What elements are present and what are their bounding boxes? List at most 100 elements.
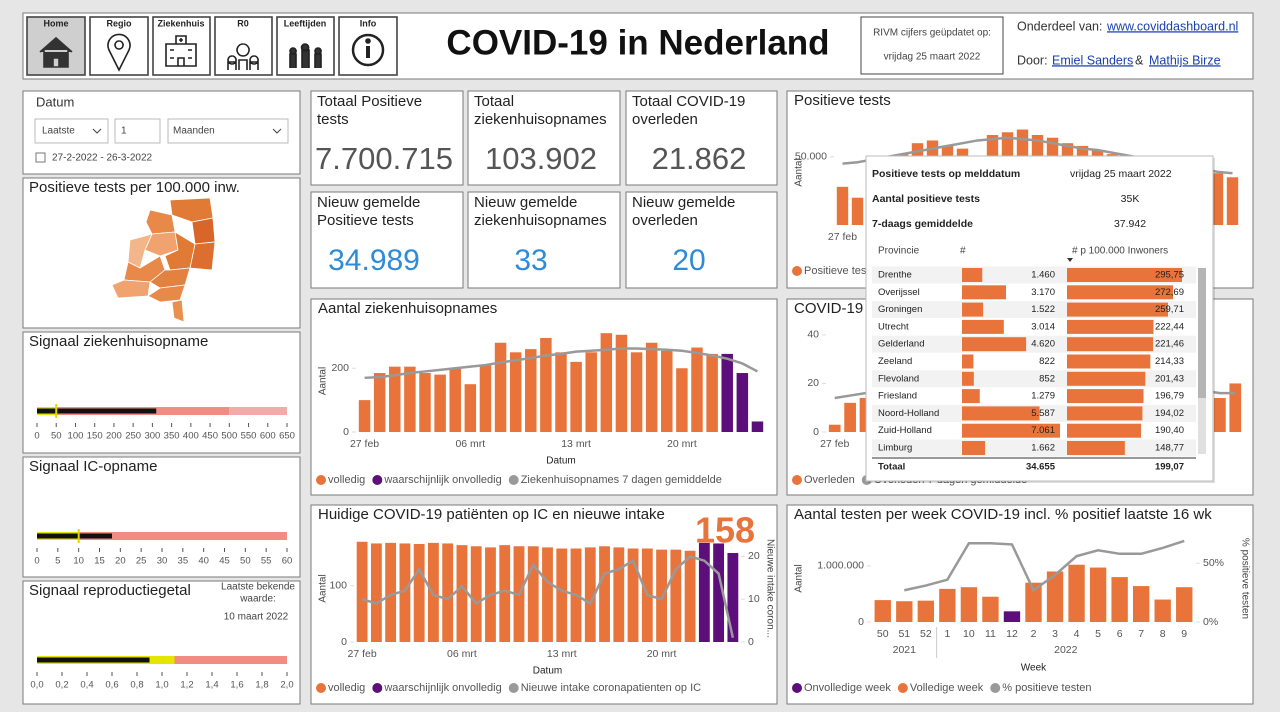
filter-mode: Laatste — [42, 126, 75, 137]
hospital-icon — [165, 35, 197, 67]
filter-label: Datum — [36, 94, 74, 109]
legend-marker — [372, 475, 383, 485]
author-link[interactable]: Mathijs Birze — [1149, 53, 1221, 67]
tooltip-stat-value: 37.942 — [1114, 218, 1146, 230]
kpi-label: tests — [317, 111, 349, 128]
bar — [713, 543, 725, 642]
bar — [509, 352, 522, 432]
info-icon — [351, 33, 385, 67]
x-tick-label: 10 — [963, 628, 975, 640]
x-axis-label: Datum — [533, 666, 562, 677]
signal-date: 10 maart 2022 — [224, 612, 289, 623]
x-tick-label: 11 — [985, 628, 996, 640]
y-tick-label: 40 — [807, 329, 819, 341]
legend-label: waarschijnlijk onvolledig — [383, 682, 501, 694]
bar — [1154, 599, 1171, 622]
nav-button[interactable] — [89, 16, 149, 76]
x-tick-label: 1,8 — [255, 680, 268, 691]
bar — [1211, 173, 1224, 225]
bar — [1176, 587, 1193, 622]
province — [171, 299, 185, 323]
kpi-label: Totaal — [474, 93, 514, 110]
table-bar — [962, 371, 974, 386]
nav-label: Leeftijden — [284, 18, 327, 28]
province — [191, 217, 216, 245]
nav-bar — [26, 16, 398, 76]
kpi-panel — [625, 191, 778, 289]
x-tick-label: 8 — [1160, 628, 1166, 640]
x-tick-label: 1,6 — [230, 680, 243, 691]
x-tick-label: 12 — [1006, 628, 1018, 640]
x-tick-label: 0,0 — [30, 680, 43, 691]
tooltip-stat-label: Aantal positieve tests — [872, 193, 980, 205]
author-link[interactable]: Emiel Sanders — [1052, 53, 1133, 67]
rate-label: 295,75 — [1155, 270, 1184, 281]
column-header: # p 100.000 Inwoners — [1072, 246, 1168, 257]
y-tick-label: 0 — [343, 426, 349, 438]
update-box — [860, 16, 1004, 75]
x-tick-label: 13 mrt — [561, 438, 591, 450]
x-axis-label: Week — [1021, 663, 1047, 674]
kpi-value: 103.902 — [485, 141, 597, 176]
province-map — [111, 197, 216, 323]
count-label: 1.460 — [1031, 270, 1055, 281]
table-bar — [962, 302, 984, 317]
count-label: 5.587 — [1031, 408, 1055, 419]
kpi-label: Nieuw gemelde — [632, 194, 735, 211]
rate-label: 221,46 — [1155, 339, 1184, 350]
year-label: 2022 — [1054, 644, 1078, 656]
bar — [419, 373, 431, 432]
column-header: Provincie — [878, 246, 920, 257]
kpi-panel — [467, 191, 621, 289]
page-title: COVID-19 in Nederland — [446, 23, 829, 62]
dropdown[interactable] — [167, 118, 289, 144]
input[interactable] — [114, 118, 161, 144]
x-tick-label: 0,8 — [130, 680, 143, 691]
bar — [600, 333, 613, 432]
info-icon — [365, 38, 371, 44]
bar — [844, 402, 856, 432]
x-tick-label: 50 — [877, 628, 889, 640]
y-tick-label: 100 — [329, 579, 347, 591]
tooltip-stat-value: 35K — [1121, 193, 1140, 205]
bar — [721, 353, 733, 432]
bar — [499, 545, 511, 642]
province-name: Friesland — [878, 391, 917, 402]
panel-title: Signaal reproductiegetal — [29, 582, 191, 599]
rate-label: 194,02 — [1155, 408, 1184, 419]
x-tick-label: 13 mrt — [547, 648, 577, 660]
chevron — [92, 128, 282, 134]
nav-button[interactable] — [214, 16, 273, 76]
table-bar — [1067, 423, 1142, 438]
x-tick-label: 1,4 — [205, 680, 218, 691]
kpi-value: 21.862 — [652, 141, 747, 176]
nav-label: R0 — [237, 18, 249, 28]
count-label: 3.170 — [1031, 287, 1055, 298]
filter-count: 1 — [121, 126, 127, 137]
x-tick-label: 6 — [1117, 628, 1123, 640]
site-link[interactable]: www.coviddashboard.nl — [1106, 19, 1238, 33]
bar — [494, 342, 507, 432]
x-tick-label: 0 — [34, 556, 39, 567]
x-tick-label: 60 — [282, 556, 293, 567]
legend-marker — [508, 475, 519, 485]
rate-label: 272,69 — [1155, 287, 1184, 298]
bar — [442, 543, 454, 642]
x-tick-label: 7 — [1138, 628, 1144, 640]
province-name: Utrecht — [878, 321, 909, 332]
legend-marker — [792, 683, 802, 693]
bar — [555, 352, 567, 432]
bar — [706, 353, 718, 432]
y-axis-label: Aantal — [318, 367, 329, 395]
x-tick-label: 500 — [221, 431, 237, 442]
province-name: Groningen — [878, 304, 922, 315]
tooltip-title: Positieve tests op melddatum — [872, 168, 1020, 180]
count-label: 4.620 — [1031, 339, 1055, 350]
rate-label: 214,33 — [1155, 356, 1184, 367]
y-axis-label: Aantal — [794, 158, 805, 186]
legend-marker — [990, 683, 1001, 693]
bar — [556, 548, 568, 642]
y-tick-label: 20 — [807, 377, 819, 389]
dropdown[interactable] — [34, 118, 109, 144]
bar — [630, 352, 643, 432]
